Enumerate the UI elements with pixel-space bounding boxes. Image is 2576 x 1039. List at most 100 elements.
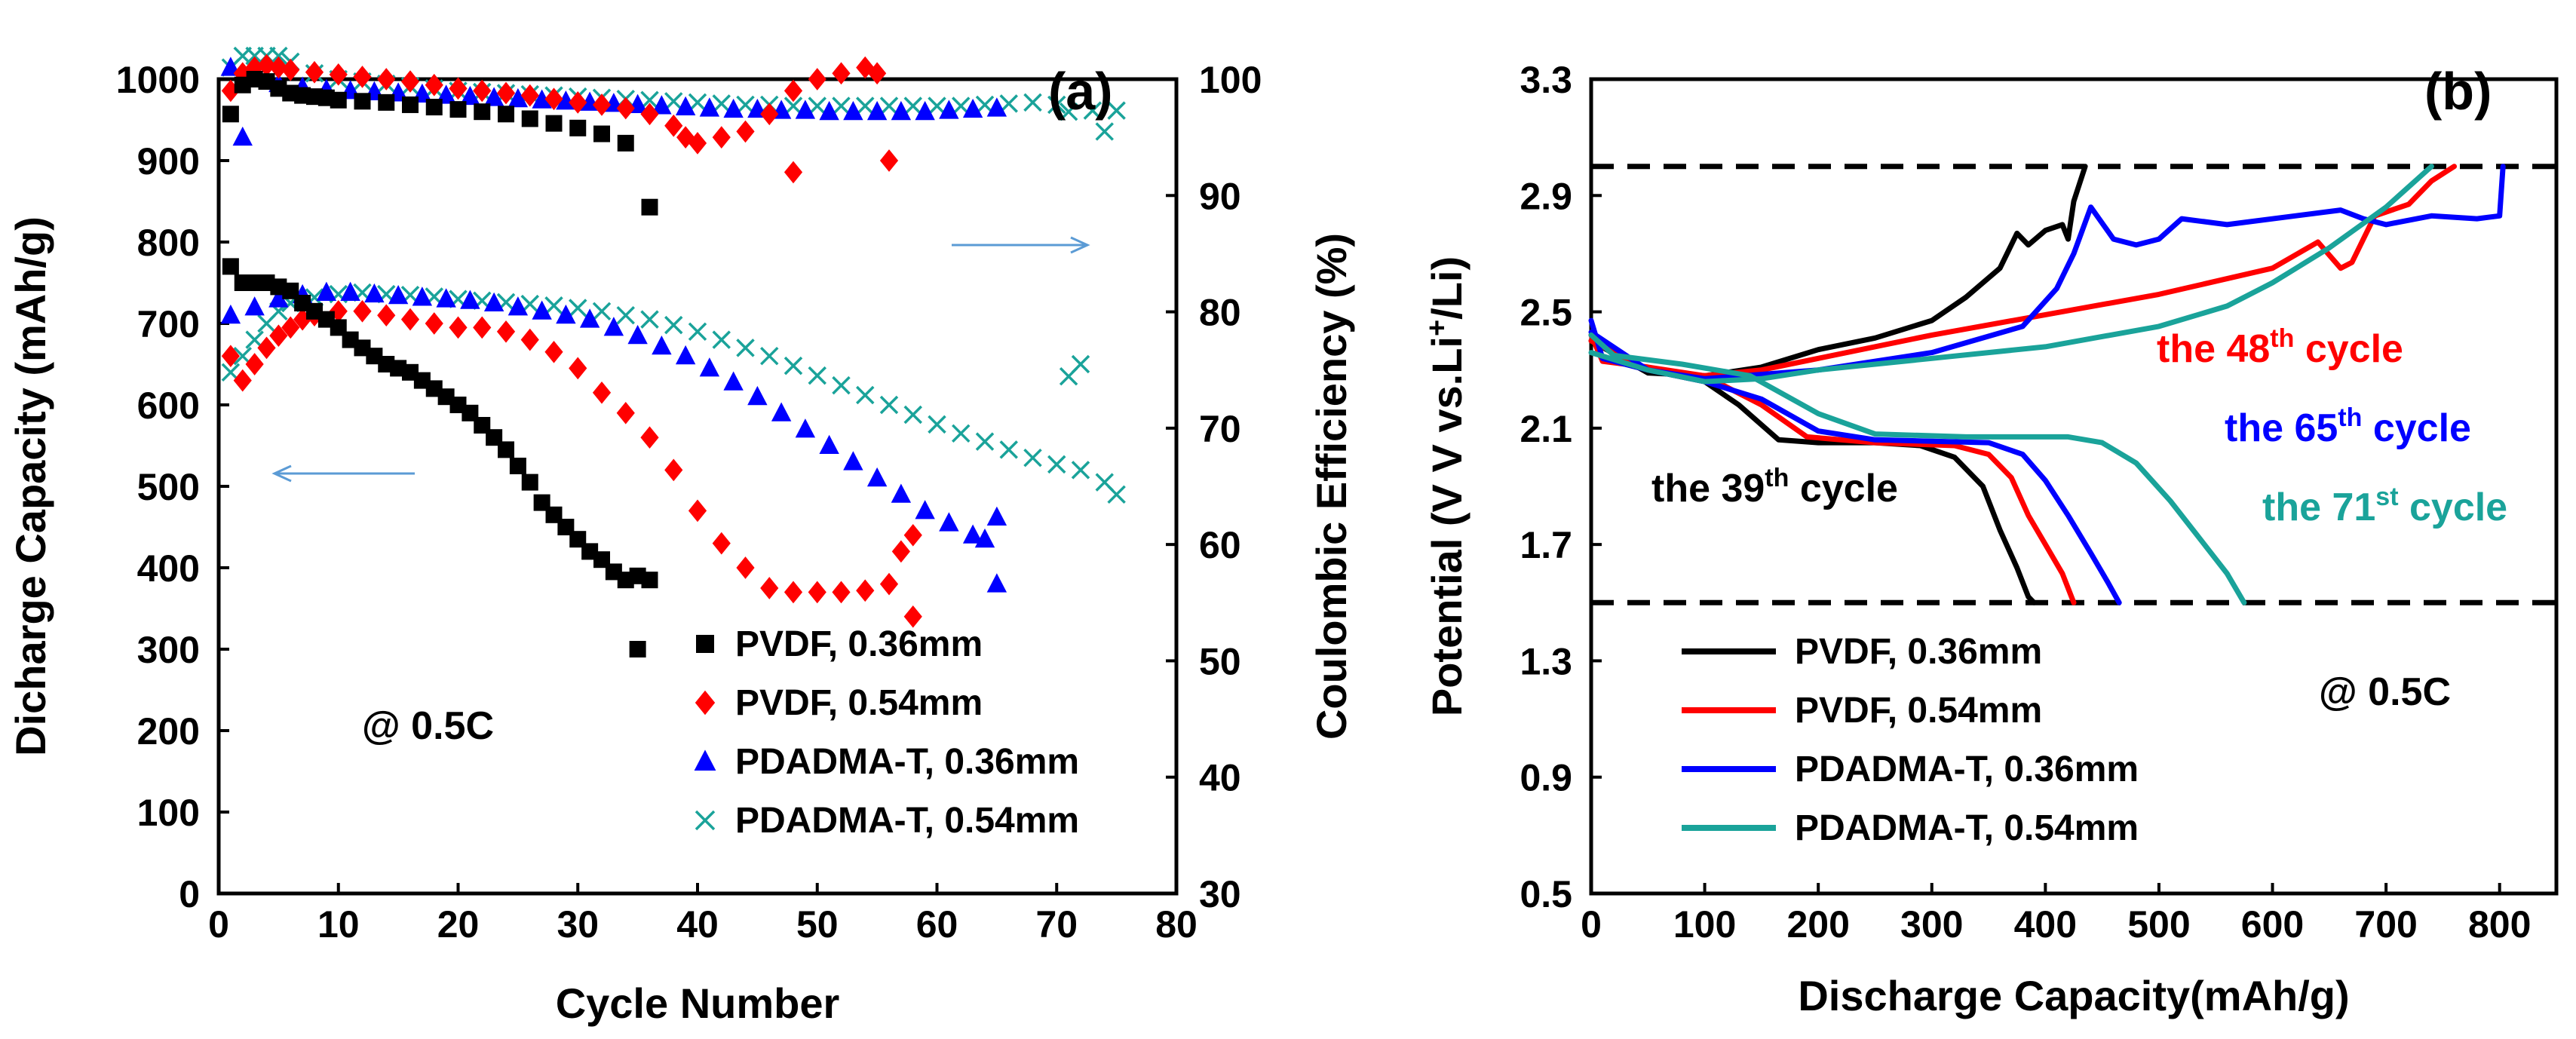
panel-a-y-tick-label: 400 bbox=[137, 547, 200, 590]
capacity-point-pdadma-t-0-54mm bbox=[616, 305, 635, 325]
efficiency-point-pdadma-t-0-36mm bbox=[939, 100, 959, 119]
capacity-point-pdadma-t-0-36mm bbox=[747, 385, 768, 406]
efficiency-point-pvdf-0-54mm bbox=[473, 79, 492, 103]
panel-a-y-tick-label: 1000 bbox=[116, 59, 200, 101]
efficiency-point-pdadma-t-0-54mm bbox=[1107, 101, 1126, 120]
efficiency-point-pdadma-t-0-36mm bbox=[915, 100, 935, 121]
efficiency-point-pdadma-t-0-36mm bbox=[508, 87, 529, 108]
capacity-point-pdadma-t-0-36mm bbox=[220, 304, 241, 324]
capacity-point-pvdf-0-36mm bbox=[498, 441, 514, 458]
capacity-point-pdadma-t-0-36mm bbox=[268, 288, 289, 308]
capacity-point-pdadma-t-0-54mm bbox=[999, 440, 1018, 459]
efficiency-point-pdadma-t-0-36mm bbox=[532, 89, 552, 109]
efficiency-point-pdadma-t-0-54mm bbox=[1023, 93, 1042, 112]
efficiency-point-pdadma-t-0-54mm bbox=[879, 97, 899, 115]
efficiency-point-pvdf-0-36mm bbox=[498, 106, 514, 123]
capacity-point-pvdf-0-36mm bbox=[222, 258, 239, 275]
capacity-point-pvdf-0-54mm bbox=[784, 581, 803, 604]
panel-a-legend-label: PVDF, 0.36mm bbox=[735, 624, 983, 664]
capacity-point-pdadma-t-0-54mm bbox=[1107, 485, 1126, 504]
charge-curve-pvdf-0-36mm bbox=[1588, 164, 2088, 379]
panel-b: 0 100 200 300 400 500 600 700 800 0.5 0.9 1.3 1.7 2.1… bbox=[1421, 59, 2559, 1019]
charge-curve-pdadma-t-0-54mm bbox=[1588, 164, 2434, 385]
efficiency-point-pvdf-0-54mm bbox=[520, 84, 539, 107]
capacity-point-pvdf-0-54mm bbox=[377, 304, 396, 327]
capacity-point-pdadma-t-0-54mm bbox=[688, 322, 707, 342]
capacity-point-pdadma-t-0-54mm bbox=[712, 330, 731, 349]
capacity-point-pdadma-t-0-54mm bbox=[640, 310, 659, 329]
capacity-point-pvdf-0-54mm bbox=[245, 353, 264, 375]
capacity-point-pvdf-0-54mm bbox=[353, 299, 372, 323]
efficiency-point-pvdf-0-54mm bbox=[281, 58, 300, 81]
panel-a-y-tick-label: 100 bbox=[137, 792, 200, 834]
capacity-point-pdadma-t-0-54mm bbox=[592, 302, 612, 321]
efficiency-point-pvdf-0-36mm bbox=[402, 96, 419, 113]
panel-b-x-tick-label: 100 bbox=[1673, 903, 1736, 946]
capacity-point-pvdf-0-36mm bbox=[509, 458, 526, 474]
capacity-point-pdadma-t-0-36mm bbox=[986, 506, 1007, 526]
capacity-point-pdadma-t-0-54mm bbox=[856, 385, 875, 405]
panel-a-x-tick-label: 60 bbox=[916, 903, 958, 946]
efficiency-point-pdadma-t-0-54mm bbox=[856, 97, 875, 115]
capacity-point-pdadma-t-0-36mm bbox=[915, 500, 935, 520]
panel-a-x-tick-label: 10 bbox=[317, 903, 360, 946]
capacity-point-pdadma-t-0-54mm bbox=[903, 405, 922, 424]
capacity-point-pdadma-t-0-54mm bbox=[1071, 461, 1090, 480]
capacity-point-pdadma-t-0-36mm bbox=[340, 281, 360, 301]
panel-a-legend: PVDF, 0.36mm PVDF, 0.54mm PDADMA-T, 0.36mm… bbox=[694, 624, 1079, 841]
panel-a-y2-tick-label: 100 bbox=[1199, 59, 1262, 101]
capacity-point-pdadma-t-0-36mm bbox=[866, 467, 888, 487]
efficiency-point-pdadma-t-0-54mm bbox=[832, 97, 851, 115]
efficiency-point-pvdf-0-54mm bbox=[353, 66, 372, 88]
efficiency-point-pvdf-0-54mm bbox=[425, 73, 443, 97]
efficiency-point-pvdf-0-36mm bbox=[521, 110, 538, 127]
panel-b-y-tick-label: 0.9 bbox=[1520, 757, 1572, 799]
capacity-point-pdadma-t-0-54mm bbox=[952, 424, 971, 443]
efficiency-point-pdadma-t-0-54mm bbox=[1059, 102, 1078, 121]
efficiency-point-pdadma-t-0-36mm bbox=[843, 100, 863, 121]
efficiency-point-pdadma-t-0-54mm bbox=[736, 95, 755, 115]
panel-a-legend-label: PDADMA-T, 0.54mm bbox=[735, 801, 1079, 841]
capacity-point-pdadma-t-0-54mm bbox=[569, 299, 587, 317]
efficiency-point-pdadma-t-0-36mm bbox=[891, 100, 912, 121]
panel-b-y-tick-label: 2.1 bbox=[1520, 408, 1572, 450]
efficiency-point-pvdf-0-36mm bbox=[545, 115, 563, 132]
capacity-point-pvdf-0-54mm bbox=[760, 577, 779, 599]
capacity-point-pdadma-t-0-54mm bbox=[879, 395, 899, 415]
panel-a-y2-tick-label: 80 bbox=[1199, 292, 1241, 334]
capacity-point-pvdf-0-54mm bbox=[640, 426, 659, 449]
panel-a-legend-marker bbox=[695, 690, 716, 716]
panel-b-x-tick-label: 300 bbox=[1900, 903, 1963, 946]
capacity-point-pdadma-t-0-36mm bbox=[436, 288, 456, 308]
capacity-point-pdadma-t-0-54mm bbox=[1071, 354, 1090, 374]
panel-b-legend-label: PDADMA-T, 0.36mm bbox=[1795, 749, 2139, 789]
panel-a-y2-tick-label: 50 bbox=[1199, 640, 1241, 682]
panel-a-legend-label: PVDF, 0.54mm bbox=[735, 683, 983, 723]
efficiency-point-pdadma-t-0-54mm bbox=[712, 94, 731, 113]
efficiency-point-pvdf-0-54mm bbox=[784, 79, 803, 103]
capacity-point-pvdf-0-54mm bbox=[520, 328, 539, 351]
panel-a-legend-marker bbox=[695, 810, 716, 831]
panel-b-legend-label: PVDF, 0.36mm bbox=[1795, 632, 2042, 672]
efficiency-point-pvdf-0-54mm bbox=[616, 97, 635, 120]
capacity-point-pvdf-0-54mm bbox=[449, 316, 468, 339]
panel-a-x-tick-label: 80 bbox=[1155, 903, 1198, 946]
efficiency-point-pvdf-0-36mm bbox=[449, 101, 467, 118]
efficiency-point-pvdf-0-54mm bbox=[640, 103, 659, 126]
panel-a-legend-marker bbox=[696, 635, 714, 653]
capacity-point-pdadma-t-0-54mm bbox=[664, 315, 683, 335]
panel-a-y-tick-label: 600 bbox=[137, 385, 200, 427]
efficiency-point-pdadma-t-0-54mm bbox=[999, 94, 1018, 113]
efficiency-point-pdadma-t-0-36mm bbox=[723, 98, 744, 118]
efficiency-point-pvdf-0-54mm bbox=[377, 68, 396, 90]
efficiency-point-pdadma-t-0-36mm bbox=[866, 100, 888, 121]
capacity-point-pdadma-t-0-36mm bbox=[627, 324, 648, 345]
efficiency-point-pvdf-0-54mm bbox=[400, 70, 420, 93]
efficiency-point-pdadma-t-0-36mm bbox=[699, 97, 720, 117]
efficiency-point-pdadma-t-0-54mm bbox=[269, 46, 288, 66]
panel-a-x-tick-label: 30 bbox=[557, 903, 599, 946]
panel-b-x-tick-label: 800 bbox=[2468, 903, 2531, 946]
capacity-point-pdadma-t-0-36mm bbox=[388, 284, 409, 305]
panel-b-x-tick-label: 700 bbox=[2354, 903, 2417, 946]
cycle-label: the 39th cycle bbox=[1651, 464, 1898, 510]
